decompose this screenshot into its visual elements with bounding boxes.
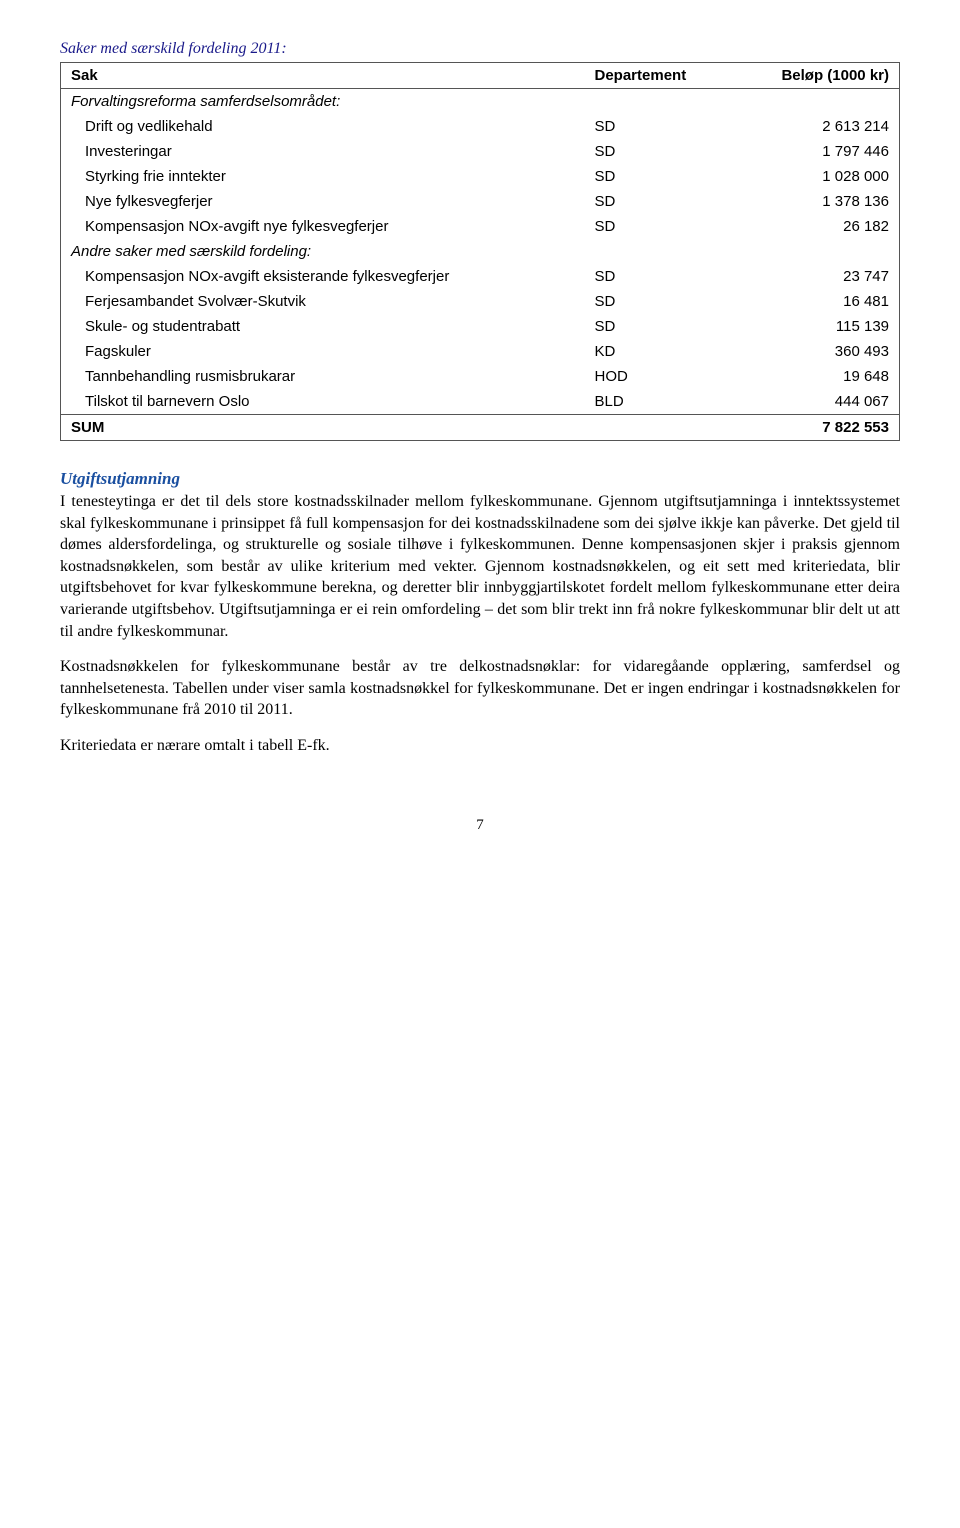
table-row: FagskulerKD360 493	[61, 339, 900, 364]
cell-belop: 360 493	[731, 339, 899, 364]
table-row: Kompensasjon NOx-avgift eksisterande fyl…	[61, 264, 900, 289]
sum-row: SUM 7 822 553	[61, 415, 900, 441]
cell-sak: Ferjesambandet Svolvær-Skutvik	[61, 289, 585, 314]
cell-sak: Tannbehandling rusmisbrukarar	[61, 364, 585, 389]
sum-label: SUM	[61, 415, 585, 441]
cell-sak: Tilskot til barnevern Oslo	[61, 389, 585, 415]
cell-belop: 1 797 446	[731, 139, 899, 164]
cell-belop: 1 378 136	[731, 189, 899, 214]
table-row: Kompensasjon NOx-avgift nye fylkesvegfer…	[61, 214, 900, 239]
table-row: InvesteringarSD1 797 446	[61, 139, 900, 164]
cell-sak: Skule- og studentrabatt	[61, 314, 585, 339]
cell-belop: 26 182	[731, 214, 899, 239]
body-paragraph: Kriteriedata er nærare omtalt i tabell E…	[60, 735, 900, 757]
table-row: Ferjesambandet Svolvær-SkutvikSD16 481	[61, 289, 900, 314]
cell-sak: Investeringar	[61, 139, 585, 164]
cell-dep: BLD	[585, 389, 732, 415]
table-row: Skule- og studentrabattSD115 139	[61, 314, 900, 339]
col-sak: Sak	[61, 63, 585, 89]
cell-dep: SD	[585, 264, 732, 289]
cell-belop: 19 648	[731, 364, 899, 389]
table-row: Nye fylkesvegferjerSD1 378 136	[61, 189, 900, 214]
cell-belop: 23 747	[731, 264, 899, 289]
cell-dep: SD	[585, 139, 732, 164]
body-paragraph: I tenesteytinga er det til dels store ko…	[60, 491, 900, 642]
cell-dep: SD	[585, 214, 732, 239]
cell-dep: HOD	[585, 364, 732, 389]
cell-dep: SD	[585, 314, 732, 339]
page-number: 7	[60, 817, 900, 834]
cell-dep: KD	[585, 339, 732, 364]
table-title: Saker med særskild fordeling 2011:	[60, 40, 900, 58]
table-row: Tannbehandling rusmisbrukararHOD19 648	[61, 364, 900, 389]
sum-value: 7 822 553	[731, 415, 899, 441]
cell-dep: SD	[585, 289, 732, 314]
cell-belop: 1 028 000	[731, 164, 899, 189]
cell-belop: 16 481	[731, 289, 899, 314]
body-paragraph: Kostnadsnøkkelen for fylkeskommunane bes…	[60, 656, 900, 721]
table-row: Styrking frie inntekterSD1 028 000	[61, 164, 900, 189]
cell-sak: Drift og vedlikehald	[61, 114, 585, 139]
cell-belop: 2 613 214	[731, 114, 899, 139]
col-dep: Departement	[585, 63, 732, 89]
cell-sak: Fagskuler	[61, 339, 585, 364]
cell-belop: 444 067	[731, 389, 899, 415]
section-label: Forvaltingsreforma samferdselsområdet:	[61, 89, 900, 115]
section-heading: Utgiftsutjamning	[60, 469, 900, 489]
cell-sak: Kompensasjon NOx-avgift eksisterande fyl…	[61, 264, 585, 289]
table-row: Drift og vedlikehaldSD2 613 214	[61, 114, 900, 139]
cell-belop: 115 139	[731, 314, 899, 339]
cell-sak: Nye fylkesvegferjer	[61, 189, 585, 214]
cell-dep: SD	[585, 189, 732, 214]
table-row: Tilskot til barnevern OsloBLD444 067	[61, 389, 900, 415]
allocation-table: Sak Departement Beløp (1000 kr) Forvalti…	[60, 62, 900, 441]
col-belop: Beløp (1000 kr)	[731, 63, 899, 89]
section-label: Andre saker med særskild fordeling:	[61, 239, 900, 264]
cell-sak: Styrking frie inntekter	[61, 164, 585, 189]
cell-dep: SD	[585, 114, 732, 139]
cell-dep: SD	[585, 164, 732, 189]
cell-sak: Kompensasjon NOx-avgift nye fylkesvegfer…	[61, 214, 585, 239]
